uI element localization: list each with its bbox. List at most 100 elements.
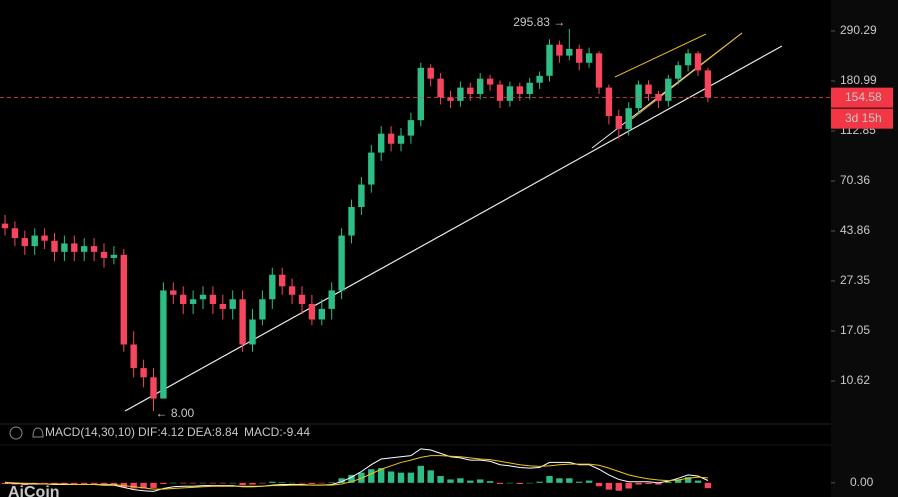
- macd-bar: [546, 476, 553, 483]
- candle-body: [576, 48, 583, 63]
- macd-bar: [516, 482, 523, 484]
- macd-bar: [100, 482, 108, 485]
- candle-body: [675, 65, 682, 79]
- macd-bar: [259, 482, 266, 484]
- macd-bar: [506, 482, 514, 484]
- candle-body: [1, 223, 9, 229]
- macd-bar: [694, 480, 702, 483]
- low-annotation: ← 8.00: [156, 406, 195, 420]
- macd-bar: [140, 482, 147, 489]
- candle-body: [457, 87, 464, 101]
- candle-body: [259, 299, 266, 320]
- macd-plot: [1, 448, 712, 492]
- alert-icon[interactable]: [32, 427, 44, 438]
- macd-bar: [298, 482, 306, 484]
- macd-bar: [467, 480, 474, 483]
- macd-bar: [556, 478, 563, 483]
- dif-line: [4, 448, 709, 492]
- candle-body: [704, 70, 712, 98]
- macd-bar: [348, 474, 355, 483]
- macd-bar: [684, 477, 692, 483]
- macd-bar: [170, 482, 177, 484]
- high-annotation: 295.83 →: [513, 15, 565, 29]
- candle-body: [100, 251, 108, 258]
- macd-bar: [338, 478, 345, 483]
- axis: 10.6217.0527.3543.8670.36112.85180.99290…: [156, 15, 893, 489]
- candle-body: [219, 303, 226, 309]
- candle-body: [516, 86, 523, 95]
- macd-bar: [378, 468, 385, 483]
- macd-tick-label: 0.00: [850, 475, 874, 489]
- macd-bar: [625, 482, 632, 489]
- dea-legend: DEA:8.84: [187, 425, 239, 439]
- macd-bar: [407, 472, 415, 483]
- candle-body: [585, 53, 593, 63]
- candle-body: [11, 228, 19, 239]
- candle-body: [41, 235, 48, 241]
- candle-body: [496, 84, 504, 101]
- macd-bar: [269, 481, 276, 483]
- macd-bar: [130, 482, 137, 489]
- wedge-line: [614, 33, 707, 78]
- candle-body: [684, 53, 692, 66]
- candle-body: [31, 235, 38, 247]
- settings-icon[interactable]: [9, 426, 23, 440]
- candle-body: [486, 78, 494, 85]
- candle-body: [358, 184, 365, 208]
- macd-bar: [675, 479, 682, 483]
- y-tick-label: 10.62: [840, 373, 870, 387]
- y-tick-label: 43.86: [840, 223, 870, 237]
- candle-body: [150, 377, 157, 399]
- candle-body: [546, 44, 553, 76]
- candle-body: [378, 133, 385, 153]
- candle-body: [328, 290, 335, 309]
- macd-bar: [566, 478, 573, 483]
- macd-bar: [318, 482, 325, 484]
- candle-body: [397, 135, 405, 144]
- y-tick-label: 27.35: [840, 273, 870, 287]
- macd-bar: [486, 481, 494, 483]
- macd-bar: [180, 482, 187, 484]
- candle-body: [21, 238, 28, 247]
- candle-body: [348, 207, 355, 236]
- y-tick-label: 70.36: [840, 173, 870, 187]
- candle-body: [368, 152, 375, 185]
- macd-bar: [328, 482, 335, 483]
- candle-body: [665, 78, 672, 101]
- candle-body: [298, 294, 306, 304]
- candle-body: [110, 254, 118, 258]
- macd-bar: [1, 482, 9, 484]
- candle-body: [229, 299, 236, 309]
- macd-bar: [308, 482, 316, 484]
- candle-body: [437, 78, 444, 98]
- macd-bar: [288, 482, 296, 484]
- macd-bar: [585, 480, 593, 483]
- macd-bar: [655, 482, 662, 485]
- candle-body: [269, 274, 276, 300]
- macd-bar: [457, 478, 464, 483]
- trend-line: [124, 45, 783, 412]
- macd-bar: [249, 482, 256, 485]
- last-price-label: 154.58: [845, 90, 882, 104]
- countdown-box: [831, 108, 893, 129]
- candle-body: [170, 290, 177, 295]
- macd-bar: [90, 482, 98, 484]
- macd-bar: [110, 482, 118, 485]
- candle-body: [209, 294, 217, 304]
- candle-body: [51, 240, 58, 252]
- candle-body: [318, 308, 325, 320]
- candle-body: [120, 254, 127, 345]
- macd-bar: [526, 482, 533, 484]
- y-tick-label: 180.99: [840, 73, 877, 87]
- candle-body: [189, 299, 197, 304]
- macd-legend-value: MACD:-9.44: [244, 425, 310, 439]
- dif-legend: DIF:4.12: [138, 425, 184, 439]
- candle-body: [595, 53, 603, 88]
- candle-body: [71, 243, 78, 252]
- candle-body: [239, 299, 246, 345]
- macd-bar: [576, 481, 583, 483]
- candle-body: [308, 303, 316, 320]
- candle-body: [556, 44, 563, 56]
